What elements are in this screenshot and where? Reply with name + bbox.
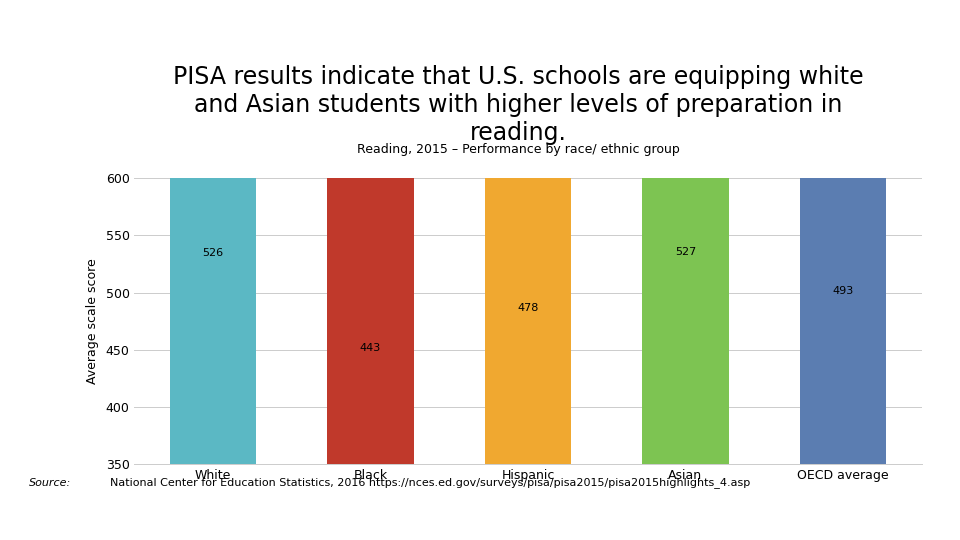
Bar [485, 0, 571, 464]
Text: 443: 443 [360, 343, 381, 353]
Bar [170, 0, 256, 464]
Text: PISA results indicate that U.S. schools are equipping white
and Asian students w: PISA results indicate that U.S. schools … [173, 65, 864, 145]
Text: ©2017 THE EDUCATION TRUST: ©2017 THE EDUCATION TRUST [702, 517, 941, 531]
Text: 478: 478 [517, 303, 539, 313]
Text: 527: 527 [675, 247, 696, 257]
Text: National Center for Education Statistics, 2016 https://nces.ed.gov/surveys/pisa/: National Center for Education Statistics… [110, 477, 751, 488]
Text: 526: 526 [203, 248, 224, 258]
Bar [800, 0, 886, 464]
Bar [327, 0, 414, 464]
Y-axis label: Average scale score: Average scale score [85, 259, 99, 384]
Text: Source:: Source: [29, 477, 71, 488]
Text: Reading, 2015 – Performance by race/ ethnic group: Reading, 2015 – Performance by race/ eth… [357, 143, 680, 156]
Text: 493: 493 [832, 286, 853, 296]
Bar [642, 0, 729, 464]
